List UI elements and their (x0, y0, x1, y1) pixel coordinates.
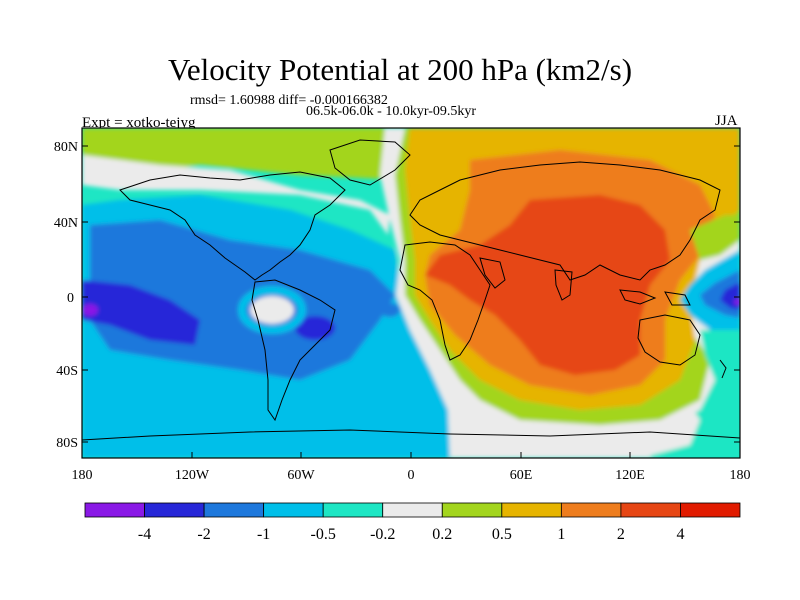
colorbar-swatch (322, 502, 384, 518)
colorbar-label: 1 (557, 526, 565, 543)
lat-tick-label: 80S (56, 436, 78, 451)
colorbar-label: -0.5 (311, 526, 336, 543)
lon-tick-label: 60W (287, 468, 315, 483)
lon-tick-label: 120W (175, 468, 210, 483)
lat-axis (82, 145, 740, 443)
lon-tick-label: 0 (408, 468, 415, 483)
lat-tick-label: 40S (56, 364, 78, 379)
lon-axis (81, 452, 741, 458)
lon-tick-label: 180 (730, 468, 751, 483)
colorbar-label: 4 (676, 526, 684, 543)
colorbar: -4 -2 -1 -0.5 -0.2 0.2 0.5 1 2 4 (84, 502, 741, 543)
colorbar-label: 0.5 (492, 526, 512, 543)
lon-tick-label: 120E (615, 468, 645, 483)
lon-tick-label: 60E (510, 468, 533, 483)
lat-tick-label: 0 (67, 291, 74, 306)
experiment-label: Expt = xotko-tejyg (82, 115, 196, 131)
colorbar-label: 0.2 (432, 526, 452, 543)
colorbar-swatch (263, 502, 324, 518)
season-label: JJA (715, 113, 738, 129)
colorbar-swatch (441, 502, 503, 518)
colorbar-swatch (620, 502, 681, 518)
stats-text: rmsd= 1.60988 diff= -0.000166382 (190, 93, 388, 108)
coastlines (82, 139, 740, 441)
lat-tick-label: 40N (54, 216, 78, 231)
colorbar-swatch (382, 502, 443, 518)
contour-field (82, 128, 740, 458)
colorbar-swatch (501, 502, 562, 518)
colorbar-swatch (144, 502, 205, 518)
colorbar-swatch (84, 502, 145, 518)
colorbar-swatch (680, 502, 741, 518)
colorbar-label: -2 (197, 526, 210, 543)
colorbar-label: -4 (138, 526, 151, 543)
colorbar-label: 2 (617, 526, 625, 543)
colorbar-label: -0.2 (370, 526, 395, 543)
colorbar-swatch (203, 502, 265, 518)
lat-tick-label: 80N (54, 140, 78, 155)
plot-title: Velocity Potential at 200 hPa (km2/s) (167, 52, 633, 87)
lon-tick-label: 180 (72, 468, 93, 483)
colorbar-label: -1 (257, 526, 270, 543)
colorbar-swatch (560, 502, 622, 518)
period-text: 06.5k-06.0k - 10.0kyr-09.5kyr (306, 104, 477, 119)
